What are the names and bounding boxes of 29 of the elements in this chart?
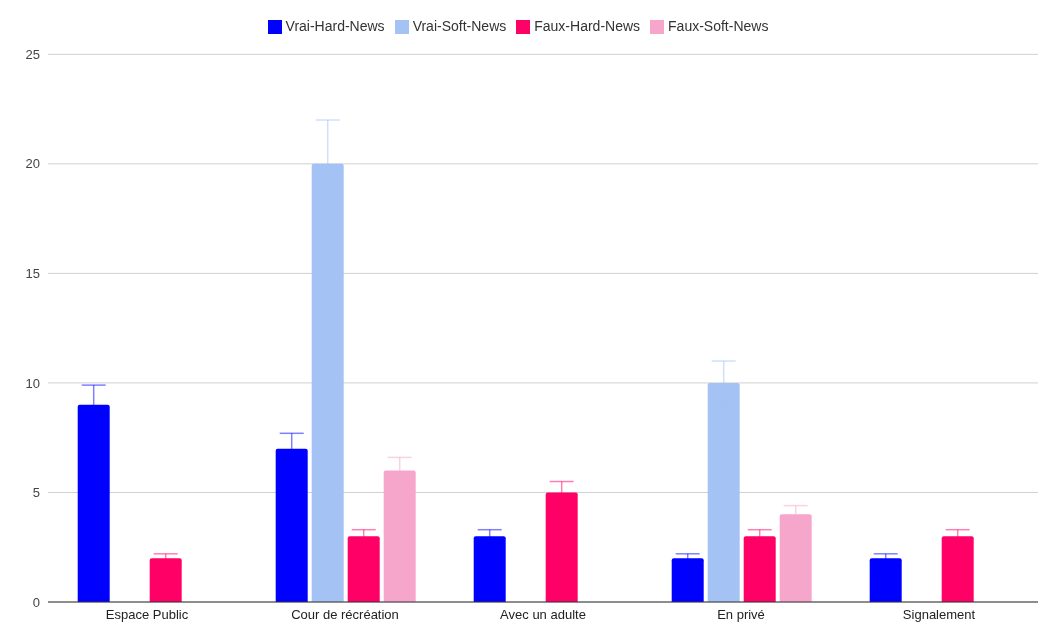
legend-label: Vrai-Soft-News <box>412 18 507 34</box>
bar <box>779 514 812 602</box>
bar <box>473 536 506 602</box>
bar <box>743 536 776 602</box>
bar <box>707 382 740 602</box>
bar <box>149 558 182 602</box>
y-tick-label: 5 <box>32 485 40 501</box>
y-tick-label: 15 <box>25 265 40 281</box>
bar <box>941 536 974 602</box>
x-tick-label: Signalement <box>902 607 976 623</box>
y-tick-label: 10 <box>25 375 40 391</box>
y-tick-label: 25 <box>25 46 40 62</box>
bar <box>545 492 578 602</box>
bar <box>671 558 704 602</box>
x-tick-label: En privé <box>717 607 765 623</box>
x-tick-label: Avec un adulte <box>500 607 586 623</box>
legend-label: Vrai-Hard-News <box>285 18 385 34</box>
bar <box>311 163 344 602</box>
bar <box>869 558 902 602</box>
y-tick-label: 20 <box>25 156 40 172</box>
bar <box>77 404 110 602</box>
bar <box>347 536 380 602</box>
x-tick-label: Espace Public <box>105 607 189 623</box>
y-tick-label: 0 <box>32 594 40 610</box>
legend-label: Faux-Soft-News <box>668 18 769 34</box>
bar <box>275 448 308 602</box>
x-tick-label: Cour de récréation <box>291 607 399 623</box>
bar <box>383 470 416 602</box>
legend-label: Faux-Hard-News <box>534 18 641 34</box>
